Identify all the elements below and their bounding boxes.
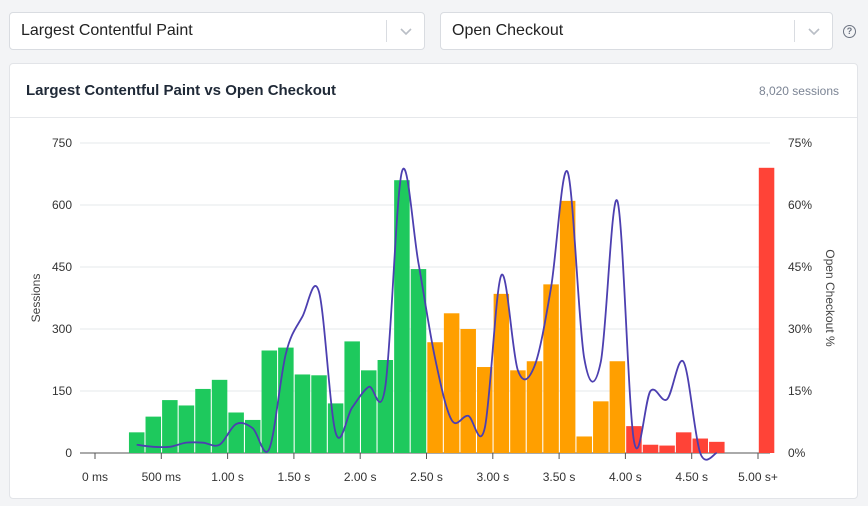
histogram-bar [510,370,526,453]
conversion-select[interactable]: Open Checkout [440,12,833,50]
histogram-bar [427,342,443,453]
histogram-bar [178,405,195,453]
x-tick-label: 1.50 s [278,470,311,484]
y-tick-label: 150 [52,384,72,398]
x-tick-label: 2.00 s [344,470,377,484]
histogram-bar [526,361,543,453]
histogram-bar [162,400,178,453]
histogram-bar [394,180,410,453]
histogram-bar [128,432,145,453]
metric-select[interactable]: Largest Contentful Paint [9,12,425,50]
histogram-bar [228,412,244,453]
question-circle-icon[interactable]: ? [843,25,856,38]
y-tick-label: 750 [52,136,72,150]
session-count: 8,020 sessions [758,83,839,98]
card-title: Largest Contentful Paint vs Open Checkou… [26,82,337,99]
card-header: Largest Contentful Paint vs Open Checkou… [10,64,857,118]
x-tick-label: 3.00 s [476,470,509,484]
conversion-select-value: Open Checkout [452,22,564,39]
histogram-bar [145,416,162,453]
x-tick-label: 4.50 s [675,470,708,484]
y2-tick-label: 0% [788,446,806,460]
metric-select-value: Largest Contentful Paint [21,22,193,39]
y2-tick-label: 45% [788,260,812,274]
select-separator [386,20,387,42]
y2-tick-label: 60% [788,198,812,212]
histogram-bar [692,438,708,453]
histogram-bar [493,293,510,453]
histogram-bar [195,388,211,453]
histogram-bar [244,419,261,453]
histogram-bar [377,360,394,453]
conversion-rate-line [136,167,718,461]
x-tick-label: 2.50 s [410,470,443,484]
y2-axis-title: Open Checkout % [823,249,837,347]
histogram-bar [675,432,692,453]
histogram-bar [344,341,360,453]
histogram-bar [576,436,592,453]
histogram-bar [443,313,460,453]
histogram-bar [709,441,725,453]
histogram-bar [609,361,626,453]
x-tick-label: 0 ms [82,470,108,484]
x-tick-label: 500 ms [142,470,181,484]
y2-tick-label: 30% [788,322,812,336]
histogram-bar [278,347,294,453]
histogram-bar [361,370,377,453]
histogram-bar [559,200,576,453]
histogram-bar [593,401,609,453]
x-tick-label: 1.00 s [211,470,244,484]
histogram-bar [659,445,675,453]
histogram-bar [327,403,344,453]
histogram-bar [211,379,228,453]
select-separator [794,20,795,42]
histogram-bar [311,375,327,453]
x-tick-label: 5.00 s+ [738,470,778,484]
histogram-bar [543,284,559,453]
x-tick-label: 4.00 s [609,470,642,484]
x-tick-label: 3.50 s [543,470,576,484]
y-tick-label: 300 [52,322,72,336]
y2-tick-label: 75% [788,136,812,150]
histogram-bar [642,444,659,453]
y-tick-label: 0 [65,446,72,460]
y2-tick-label: 15% [788,384,812,398]
chevron-down-icon[interactable] [387,13,424,49]
histogram-bar [410,269,427,453]
histogram-bar [261,350,278,453]
histogram-bar [294,374,311,453]
chevron-down-icon[interactable] [795,13,832,49]
y-axis-title: Sessions [29,274,43,323]
y-tick-label: 450 [52,260,72,274]
histogram-bar [758,167,775,454]
histogram-bar [460,329,476,453]
y-tick-label: 600 [52,198,72,212]
